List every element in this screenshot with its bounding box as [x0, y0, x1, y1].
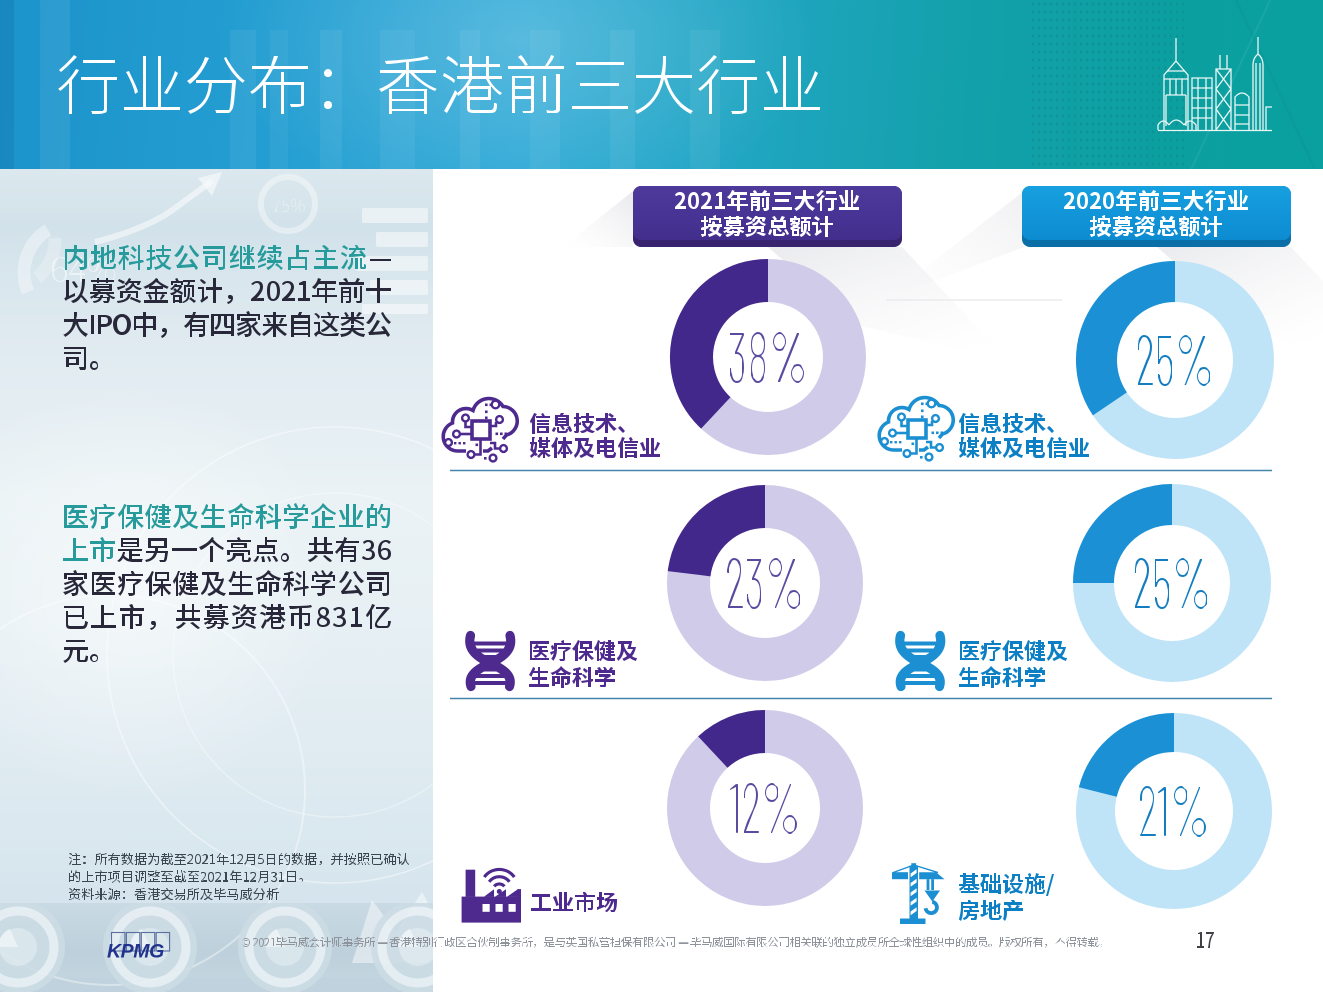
svg-text:KPMG: KPMG [107, 941, 164, 963]
